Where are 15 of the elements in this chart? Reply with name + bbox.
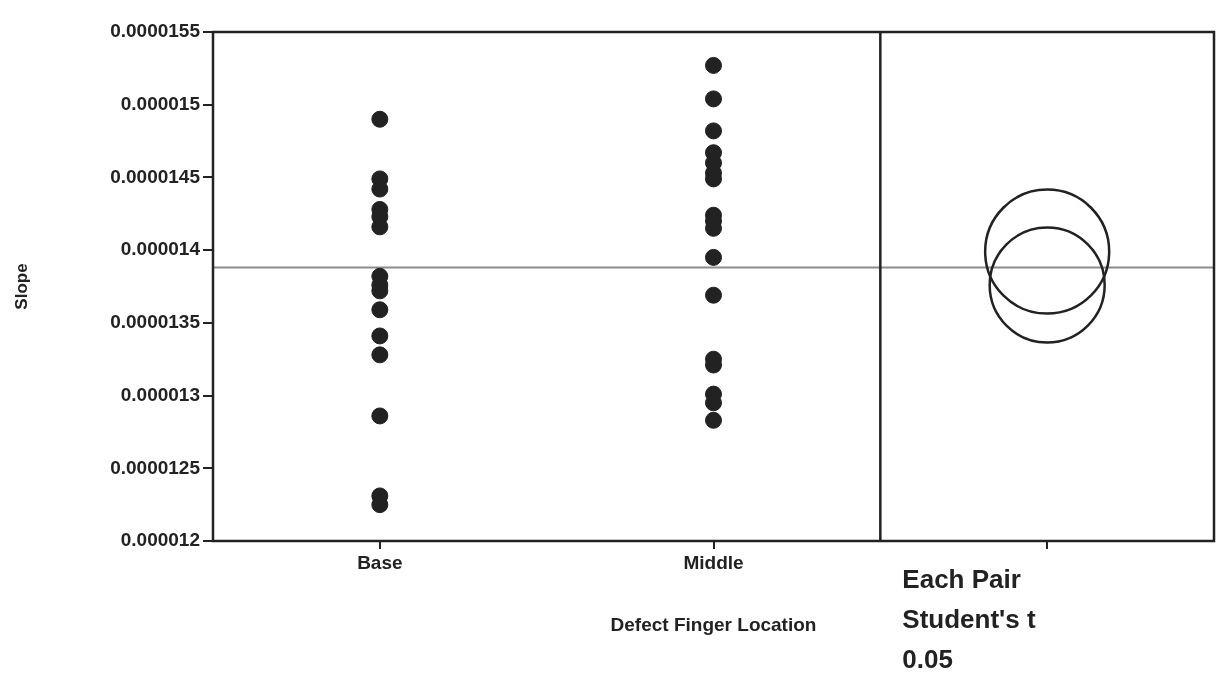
y-tick-label: 0.000015 <box>120 92 201 114</box>
x-tick-label: Middle <box>683 551 744 573</box>
y-tick-label: 0.0000135 <box>110 311 201 333</box>
y-tick-label: 0.0000125 <box>110 456 201 478</box>
y-tick-label: 0.000012 <box>120 529 200 551</box>
y-axis-title: Slope <box>11 263 31 310</box>
y-tick-label: 0.0000155 <box>110 20 201 42</box>
y-tick-label: 0.0000145 <box>110 165 201 187</box>
y-tick-label: 0.000014 <box>120 238 201 260</box>
text: Student's t <box>902 604 1036 634</box>
text: 0.05 <box>902 644 953 674</box>
x-axis-title: Defect Finger Location <box>610 613 817 635</box>
text: Each Pair <box>902 564 1021 594</box>
x-tick-label: Base <box>357 551 403 573</box>
y-tick-label: 0.000013 <box>120 383 200 405</box>
